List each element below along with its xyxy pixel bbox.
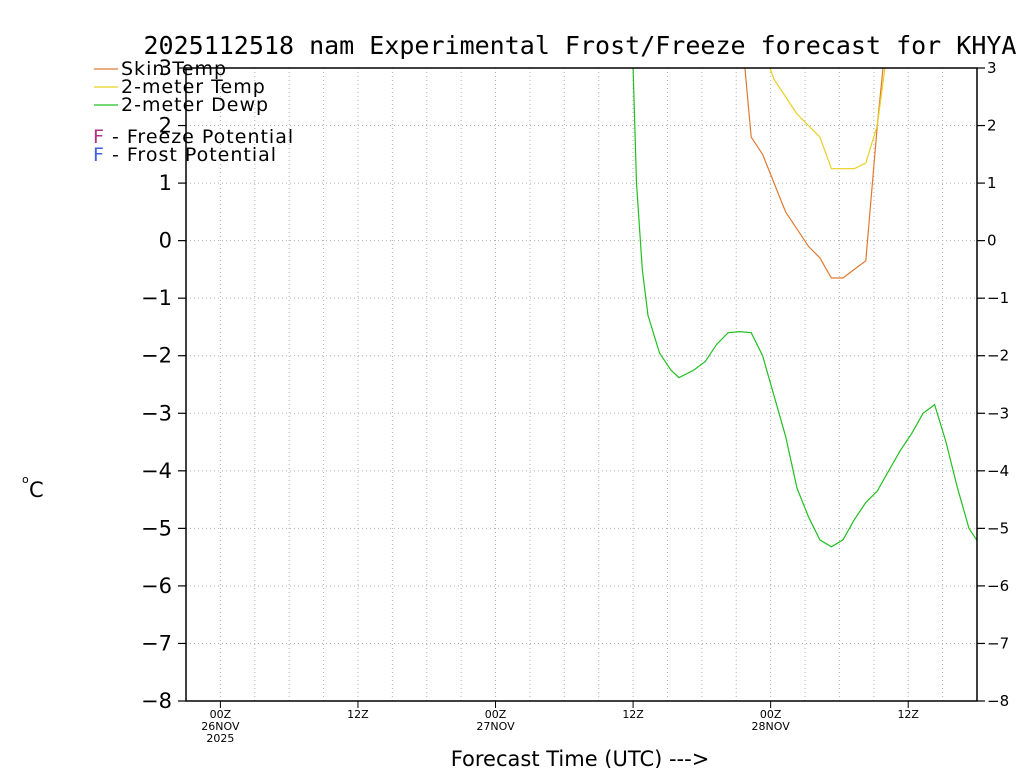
y-axis-label: o C (22, 473, 44, 502)
y-tick-label: 1 (159, 171, 172, 195)
y-tick-label-right: −3 (987, 404, 1009, 422)
y-axis-right: −8 −7 −6 −5 −4 −3 −2 −1 0 1 2 3 (977, 59, 1009, 710)
series-line-2-meter-temp (769, 68, 886, 170)
series-line-skin-temp (744, 68, 884, 279)
x-tick-label: 12Z (622, 708, 644, 721)
y-tick-label-right: −8 (987, 692, 1009, 710)
y-tick-label: −7 (141, 631, 172, 655)
legend-marker-text: - Freeze Potential (105, 126, 294, 148)
y-tick-label-right: −6 (987, 577, 1009, 595)
x-tick-label: 00Z (760, 708, 782, 721)
y-tick-label-right: −2 (987, 347, 1009, 365)
x-tick-label: 00Z (210, 708, 232, 721)
y-tick-label: −5 (141, 516, 172, 540)
y-tick-label-right: −1 (987, 289, 1009, 307)
plot-frame (185, 67, 978, 702)
y-tick-label: −6 (141, 574, 172, 598)
x-tick-label: 12Z (897, 708, 919, 721)
legend-label: F - Freeze Potential (93, 126, 294, 148)
y-tick-label: −1 (141, 286, 172, 310)
y-tick-label-right: 2 (987, 117, 997, 135)
legend-label: 2-meter Dewp (121, 94, 269, 116)
series-group (632, 57, 1024, 548)
y-tick-label: −4 (141, 459, 172, 483)
legend-marker: F (93, 144, 105, 166)
series-line-2-meter-temp-later (994, 57, 1024, 204)
x-tick-label: 26NOV (201, 720, 240, 733)
y-axis-label-degree: o (22, 473, 29, 486)
y-tick-label: −8 (141, 689, 172, 713)
y-axis-left: −8 −7 −6 −5 −4 −3 −2 −1 0 1 2 3 (141, 56, 186, 713)
x-axis: 00Z26NOV202512Z00Z27NOV12Z00Z28NOV12Z00Z… (201, 701, 919, 745)
y-tick-label-right: −4 (987, 462, 1009, 480)
y-tick-label-right: 0 (987, 232, 997, 250)
legend-marker: F (93, 126, 105, 148)
grid (186, 68, 977, 701)
y-tick-label: 2 (159, 114, 172, 138)
y-tick-label-right: −5 (987, 519, 1009, 537)
y-axis-label-unit: C (29, 478, 44, 502)
legend-label: Skin Temp (121, 58, 227, 80)
x-axis-label: Forecast Time (UTC) ---> (451, 747, 710, 768)
legend-marker-text: - Frost Potential (105, 144, 277, 166)
y-tick-label: 3 (159, 56, 172, 80)
x-tick-label: 2025 (206, 732, 234, 745)
series-line-2-meter-dewp (632, 68, 977, 548)
legend-label: 2-meter Temp (121, 76, 266, 98)
x-tick-label: 28NOV (752, 720, 791, 733)
legend-label: F - Frost Potential (93, 144, 277, 166)
y-tick-label: 0 (159, 229, 172, 253)
x-tick-label: 27NOV (476, 720, 515, 733)
y-tick-label: −2 (141, 344, 172, 368)
y-tick-label-right: −7 (987, 634, 1009, 652)
y-tick-label-right: 3 (987, 59, 997, 77)
x-tick-label: 12Z (347, 708, 369, 721)
chart-title: 2025112518 nam Experimental Frost/Freeze… (144, 31, 1017, 60)
x-tick-label: 00Z (485, 708, 507, 721)
y-tick-label: −3 (141, 401, 172, 425)
y-tick-label-right: 1 (987, 174, 997, 192)
